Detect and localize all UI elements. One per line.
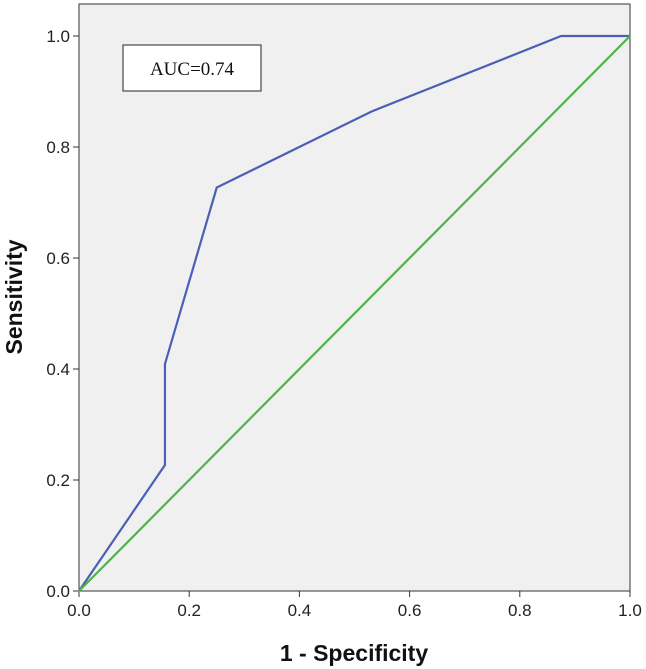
series-0-point-2 — [164, 363, 166, 365]
series-1-point-0 — [78, 590, 80, 592]
auc-annotation-box — [122, 44, 262, 92]
y-tick-label-2: 0.4 — [46, 360, 70, 379]
y-tick-label-0: 0.0 — [46, 582, 70, 601]
auc-annotation: AUC=0.74 — [150, 59, 235, 80]
y-axis-title: Sensitivity — [1, 239, 27, 354]
x-tick-label-3: 0.6 — [398, 601, 422, 620]
x-axis-title: 1 - Specificity — [280, 640, 428, 666]
y-tick-label-5: 1.0 — [46, 27, 70, 46]
series-0-point-1 — [164, 464, 166, 466]
x-tick-label-2: 0.4 — [288, 601, 312, 620]
points-layer — [78, 35, 631, 592]
series-0-point-3 — [215, 186, 218, 189]
series-1-point-1 — [629, 35, 631, 37]
y-tick-label-1: 0.2 — [46, 471, 70, 490]
y-axis-ticks: 0.0 0.2 0.4 0.6 0.8 1.0 — [46, 27, 79, 601]
plot-area — [78, 3, 631, 592]
series-0-point-5 — [560, 35, 563, 37]
x-tick-label-1: 0.2 — [177, 601, 201, 620]
x-axis-ticks: 0.0 0.2 0.4 0.6 0.8 1.0 — [67, 591, 642, 620]
y-tick-label-4: 0.8 — [46, 138, 70, 157]
x-tick-label-0: 0.0 — [67, 601, 91, 620]
x-tick-label-5: 1.0 — [618, 601, 642, 620]
x-tick-label-4: 0.8 — [508, 601, 532, 620]
series-line-1 — [78, 35, 631, 592]
series-0-point-4 — [370, 110, 373, 113]
y-tick-label-3: 0.6 — [46, 249, 70, 268]
